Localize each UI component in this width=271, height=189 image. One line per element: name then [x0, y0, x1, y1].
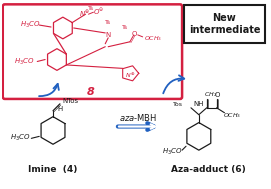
Text: $O^{\ominus}$: $O^{\ominus}$ [93, 7, 105, 18]
Text: $\mathit{aza}$-MBH: $\mathit{aza}$-MBH [119, 112, 157, 123]
Text: H: H [57, 106, 62, 112]
Text: $CH_2$: $CH_2$ [204, 91, 217, 99]
Text: Ts: Ts [105, 20, 111, 25]
Text: Ts: Ts [122, 25, 128, 29]
Text: Tos: Tos [173, 102, 183, 107]
Text: intermediate: intermediate [189, 25, 260, 35]
Text: Aza-adduct (6): Aza-adduct (6) [171, 165, 246, 174]
Text: 8: 8 [86, 87, 94, 97]
Text: NTos: NTos [63, 98, 79, 104]
Text: N: N [106, 32, 111, 38]
Text: O: O [215, 92, 220, 98]
Text: $H_3CO$: $H_3CO$ [14, 56, 34, 67]
Text: $H_3CO$: $H_3CO$ [10, 133, 30, 143]
Text: Imine  (4): Imine (4) [28, 165, 78, 174]
Text: New: New [212, 13, 236, 23]
Text: $H_3CO$: $H_3CO$ [162, 147, 183, 157]
Text: NH: NH [193, 101, 204, 107]
FancyBboxPatch shape [3, 4, 182, 99]
FancyBboxPatch shape [184, 5, 265, 43]
Text: O: O [132, 31, 137, 37]
Text: $N^{\oplus}$: $N^{\oplus}$ [79, 9, 90, 19]
Text: $N^{\oplus}$: $N^{\oplus}$ [125, 71, 135, 80]
Text: $H_3CO$: $H_3CO$ [20, 20, 40, 30]
Text: Ts: Ts [88, 6, 93, 11]
Text: $OCH_3$: $OCH_3$ [224, 111, 242, 120]
Text: $OCH_3$: $OCH_3$ [144, 34, 162, 43]
